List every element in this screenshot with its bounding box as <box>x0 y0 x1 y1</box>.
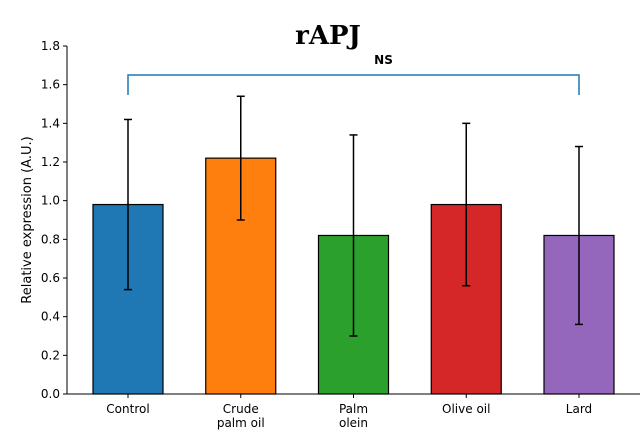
chart-title: rAPJ <box>295 21 361 51</box>
x-tick-label: Palm <box>339 402 368 416</box>
x-tick-label: Lard <box>566 402 592 416</box>
x-tick-label: Control <box>106 402 149 416</box>
y-tick-label: 0.8 <box>41 232 60 246</box>
y-tick-label: 1.6 <box>41 78 60 92</box>
y-tick-label: 1.0 <box>41 194 60 208</box>
plot-area: 0.0 0.2 0.4 0.6 0.8 1.0 1.2 1.4 1.6 1.8 Control Cru… <box>41 39 640 430</box>
x-tick-label: Crude <box>223 402 259 416</box>
y-tick-label: 0.0 <box>41 387 60 401</box>
y-tick-label: 1.4 <box>41 116 60 130</box>
y-tick-label: 1.8 <box>41 39 60 53</box>
significance-label: NS <box>374 53 393 67</box>
x-tick-label: palm oil <box>217 416 265 430</box>
y-tick-label: 0.2 <box>41 348 60 362</box>
y-tick-label: 1.2 <box>41 155 60 169</box>
x-tick-label: Olive oil <box>442 402 490 416</box>
y-tick-label: 0.6 <box>41 271 60 285</box>
significance-bracket <box>127 74 580 95</box>
y-tick-label: 0.4 <box>41 310 60 324</box>
x-tick-label: olein <box>339 416 368 430</box>
y-axis-title: Relative expression (A.U.) <box>20 136 35 303</box>
